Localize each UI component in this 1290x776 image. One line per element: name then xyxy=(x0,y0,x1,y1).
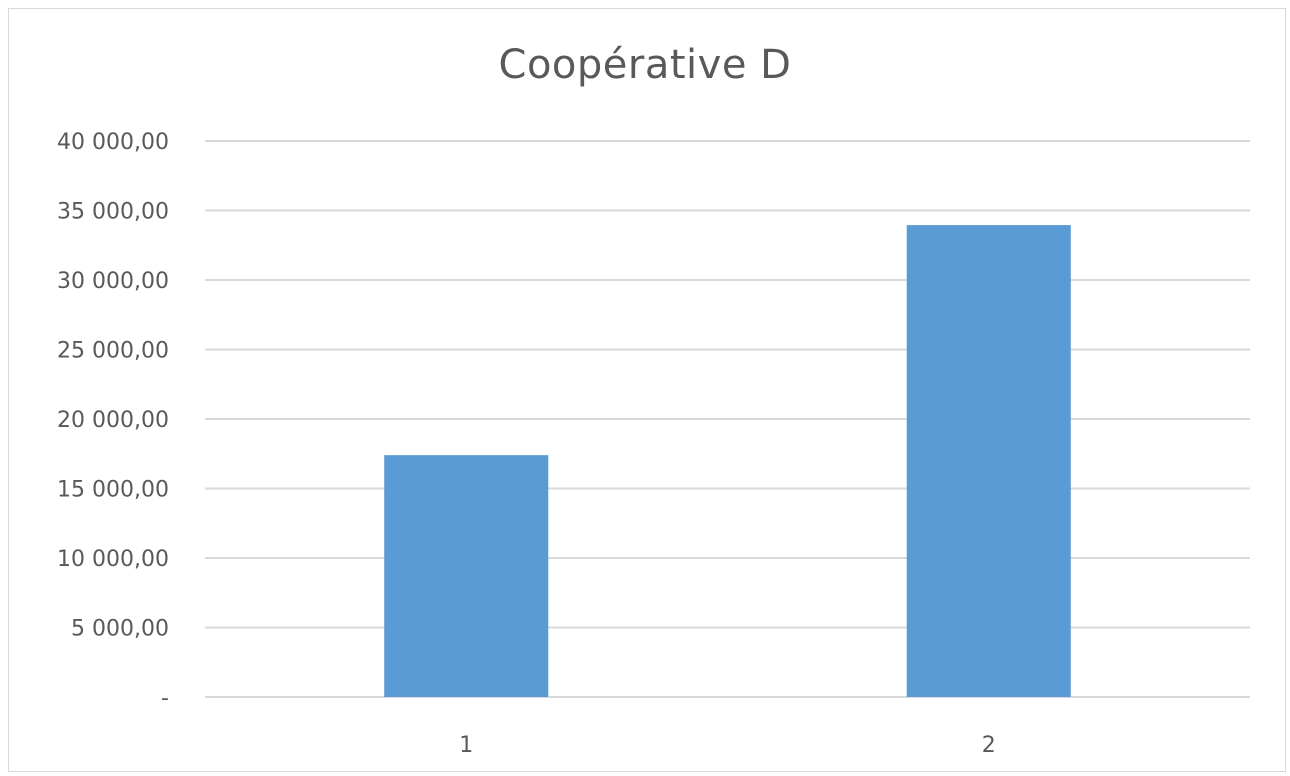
y-tick-label: 25 000,00 xyxy=(57,339,169,364)
y-tick-label: 5 000,00 xyxy=(71,617,169,642)
chart-title: Coopérative D xyxy=(498,42,792,88)
y-tick-label: 10 000,00 xyxy=(57,547,169,572)
bars xyxy=(384,225,1071,697)
bar xyxy=(906,225,1071,697)
y-tick-label: 30 000,00 xyxy=(57,269,169,294)
chart-frame xyxy=(8,8,1286,772)
bar xyxy=(384,455,549,697)
y-tick-label: - xyxy=(161,686,169,711)
y-tick-label: 40 000,00 xyxy=(57,130,169,155)
x-tick-label: 2 xyxy=(982,733,996,758)
gridlines xyxy=(205,140,1250,698)
y-tick-label: 20 000,00 xyxy=(57,408,169,433)
y-axis-ticks: - 5 000,00 10 000,00 15 000,00 20 000,00 25 0… xyxy=(57,130,169,711)
y-tick-label: 15 000,00 xyxy=(57,478,169,503)
x-tick-label: 1 xyxy=(459,733,473,758)
y-tick-label: 35 000,00 xyxy=(57,200,169,225)
